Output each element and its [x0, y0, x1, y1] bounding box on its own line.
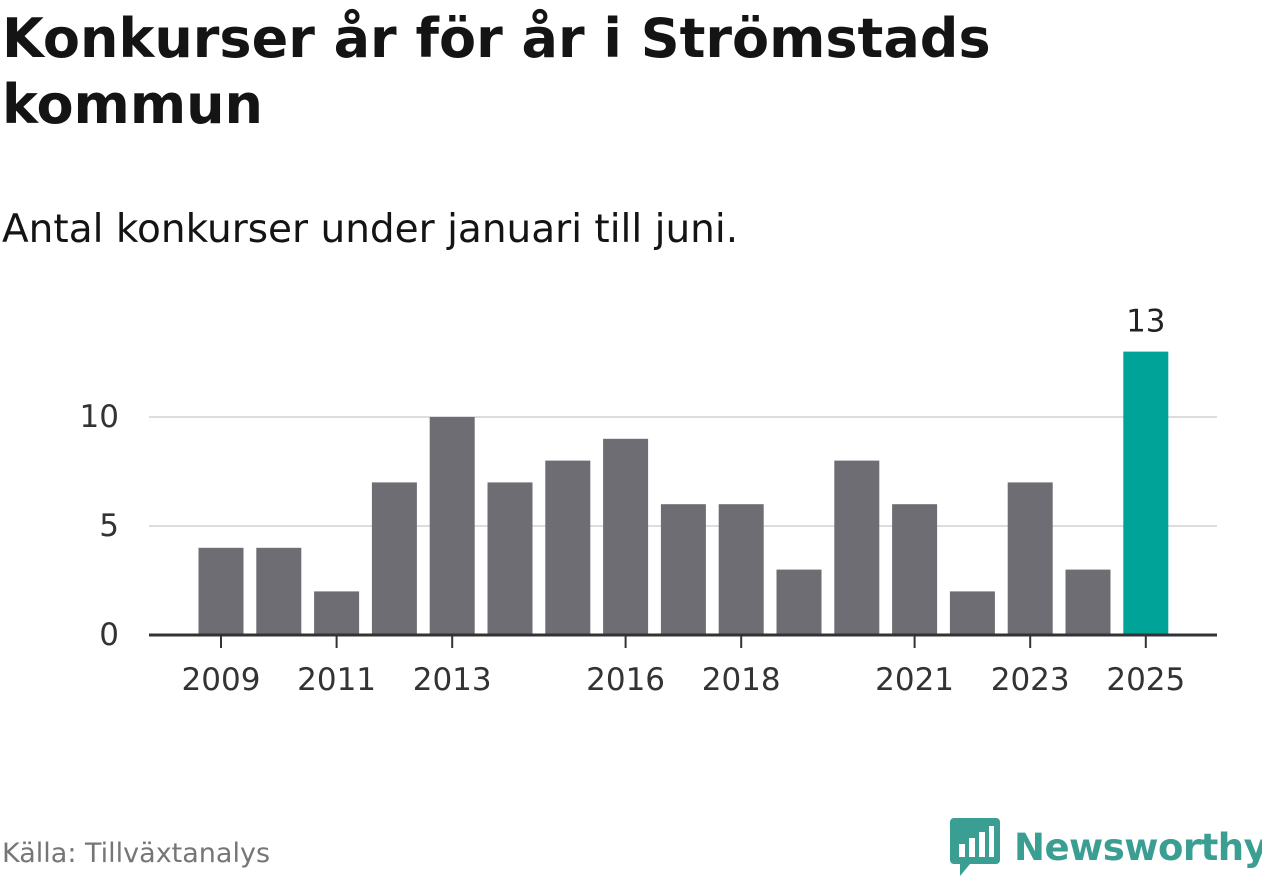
bar-2019	[776, 569, 822, 635]
bar-2017	[660, 504, 706, 635]
bar-2020	[834, 460, 880, 635]
bar-2015	[545, 460, 591, 635]
bar-chart: 0 5 10 13 2009 2011 2013 2016 2018 2021 2023 2025	[80, 304, 1217, 698]
chart-title: Konkurser år för år i Strömstads kommun	[2, 7, 991, 136]
bar-2016	[603, 438, 649, 635]
x-tick-label: 2016	[586, 662, 665, 698]
bar-2025	[1123, 351, 1169, 635]
x-tick-label: 2025	[1106, 662, 1185, 698]
brand-name: Newsworthy	[1014, 825, 1262, 869]
labels: 0 5 10 13 2009 2011 2013 2016 2018 2021 2023 2025	[80, 304, 1186, 698]
x-tick-label: 2021	[875, 662, 954, 698]
bar-2018	[718, 504, 764, 635]
axes	[149, 633, 1217, 648]
bar-2023	[1007, 482, 1053, 635]
x-tick-label: 2023	[991, 662, 1070, 698]
bar-2009	[198, 547, 244, 635]
bar-2021	[892, 504, 938, 635]
brand-logo[interactable]: Newsworthy	[950, 818, 1262, 876]
bar-2011	[314, 591, 360, 635]
bars	[198, 351, 1169, 635]
x-tick-label: 2013	[413, 662, 492, 698]
bar-2012	[371, 482, 417, 635]
bar-2022	[949, 591, 995, 635]
y-tick-label: 0	[99, 617, 119, 653]
newsworthy-logo-icon	[950, 818, 1000, 876]
x-tick-label: 2009	[182, 662, 261, 698]
y-tick-label: 5	[99, 508, 119, 544]
bar-2013	[429, 417, 475, 635]
x-tick-label: 2018	[702, 662, 781, 698]
bar-2024	[1065, 569, 1111, 635]
chart-subtitle: Antal konkurser under januari till juni.	[2, 207, 739, 252]
data-label: 13	[1126, 304, 1165, 340]
bar-2014	[487, 482, 533, 635]
source-note: Källa: Tillväxtanalys	[2, 838, 271, 869]
y-tick-label: 10	[80, 399, 119, 435]
bar-2010	[256, 547, 302, 635]
x-tick-label: 2011	[297, 662, 376, 698]
